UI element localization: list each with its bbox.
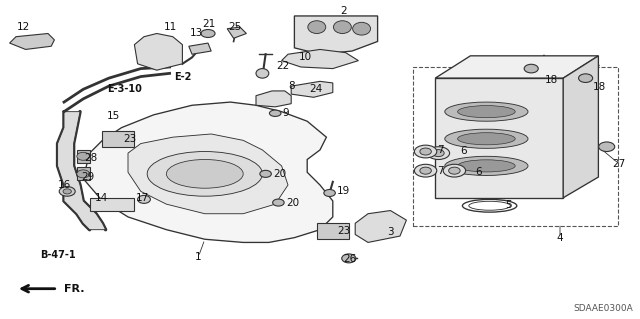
Ellipse shape <box>201 29 215 38</box>
Polygon shape <box>77 150 90 163</box>
Polygon shape <box>291 81 333 97</box>
Ellipse shape <box>445 102 528 121</box>
Text: FR.: FR. <box>64 284 84 294</box>
Text: 5: 5 <box>506 200 512 210</box>
Ellipse shape <box>60 187 76 196</box>
Polygon shape <box>435 56 598 78</box>
Ellipse shape <box>449 167 460 174</box>
Text: 28: 28 <box>84 153 97 163</box>
Text: 18: 18 <box>545 75 558 85</box>
Text: 7: 7 <box>437 145 444 155</box>
Polygon shape <box>90 198 134 211</box>
Ellipse shape <box>458 106 515 118</box>
Polygon shape <box>282 49 358 69</box>
Polygon shape <box>563 56 598 198</box>
Polygon shape <box>435 78 563 198</box>
Ellipse shape <box>353 22 371 35</box>
Text: 7: 7 <box>437 166 444 176</box>
Polygon shape <box>189 43 211 54</box>
Ellipse shape <box>273 199 284 206</box>
Polygon shape <box>10 33 54 49</box>
Ellipse shape <box>599 142 615 152</box>
Polygon shape <box>294 16 378 54</box>
Text: 16: 16 <box>58 180 70 190</box>
Polygon shape <box>83 102 333 242</box>
Text: 10: 10 <box>299 52 312 63</box>
Ellipse shape <box>147 152 262 196</box>
Text: 19: 19 <box>337 186 350 196</box>
Ellipse shape <box>77 152 90 160</box>
Ellipse shape <box>458 160 515 172</box>
Text: 21: 21 <box>203 19 216 29</box>
Ellipse shape <box>415 164 437 177</box>
Ellipse shape <box>415 145 437 158</box>
Ellipse shape <box>342 254 356 263</box>
Text: 6: 6 <box>476 167 482 177</box>
Ellipse shape <box>77 170 90 178</box>
Text: 20: 20 <box>286 197 299 208</box>
Polygon shape <box>58 112 106 230</box>
Polygon shape <box>256 91 291 107</box>
Text: 1: 1 <box>195 252 202 262</box>
Ellipse shape <box>445 156 528 175</box>
Text: 23: 23 <box>124 134 136 144</box>
Text: 24: 24 <box>309 84 322 94</box>
Text: 9: 9 <box>283 108 289 118</box>
Text: 6: 6 <box>461 146 467 156</box>
Text: 20: 20 <box>273 169 286 179</box>
Text: 8: 8 <box>289 81 295 91</box>
Text: 23: 23 <box>337 226 350 236</box>
Ellipse shape <box>308 21 326 33</box>
Polygon shape <box>77 167 90 180</box>
Ellipse shape <box>256 69 269 78</box>
Ellipse shape <box>458 133 515 145</box>
Ellipse shape <box>524 64 538 73</box>
Polygon shape <box>317 223 349 239</box>
Bar <box>413 67 618 226</box>
Text: 29: 29 <box>81 172 94 182</box>
Text: E-2: E-2 <box>173 71 191 82</box>
Text: 22: 22 <box>276 61 289 71</box>
Text: 27: 27 <box>612 159 625 169</box>
Ellipse shape <box>428 147 450 160</box>
Text: 11: 11 <box>164 22 177 32</box>
Ellipse shape <box>63 189 72 194</box>
Ellipse shape <box>269 110 281 116</box>
Text: E-3-10: E-3-10 <box>108 84 142 94</box>
Text: 25: 25 <box>228 22 241 33</box>
Ellipse shape <box>420 167 431 174</box>
Ellipse shape <box>443 164 466 177</box>
Ellipse shape <box>260 170 271 177</box>
Ellipse shape <box>166 160 243 188</box>
Text: SDAAE0300A: SDAAE0300A <box>574 304 634 313</box>
Text: 13: 13 <box>190 28 203 39</box>
Ellipse shape <box>420 148 431 155</box>
Text: 2: 2 <box>340 6 347 17</box>
Polygon shape <box>128 134 288 214</box>
Text: B-47-1: B-47-1 <box>40 250 76 260</box>
Ellipse shape <box>324 189 335 197</box>
Text: 14: 14 <box>95 193 108 204</box>
Text: 15: 15 <box>108 111 120 122</box>
Text: 17: 17 <box>136 193 148 204</box>
Text: 18: 18 <box>593 82 606 92</box>
Ellipse shape <box>579 74 593 83</box>
Polygon shape <box>227 27 246 38</box>
Polygon shape <box>134 33 182 70</box>
Ellipse shape <box>433 150 444 157</box>
Text: 3: 3 <box>387 227 394 237</box>
Text: 4: 4 <box>557 233 563 243</box>
Text: 26: 26 <box>344 254 356 264</box>
Polygon shape <box>355 211 406 242</box>
Polygon shape <box>102 131 134 147</box>
Ellipse shape <box>445 129 528 148</box>
Ellipse shape <box>138 195 150 204</box>
Text: 12: 12 <box>17 22 30 32</box>
Ellipse shape <box>333 21 351 33</box>
